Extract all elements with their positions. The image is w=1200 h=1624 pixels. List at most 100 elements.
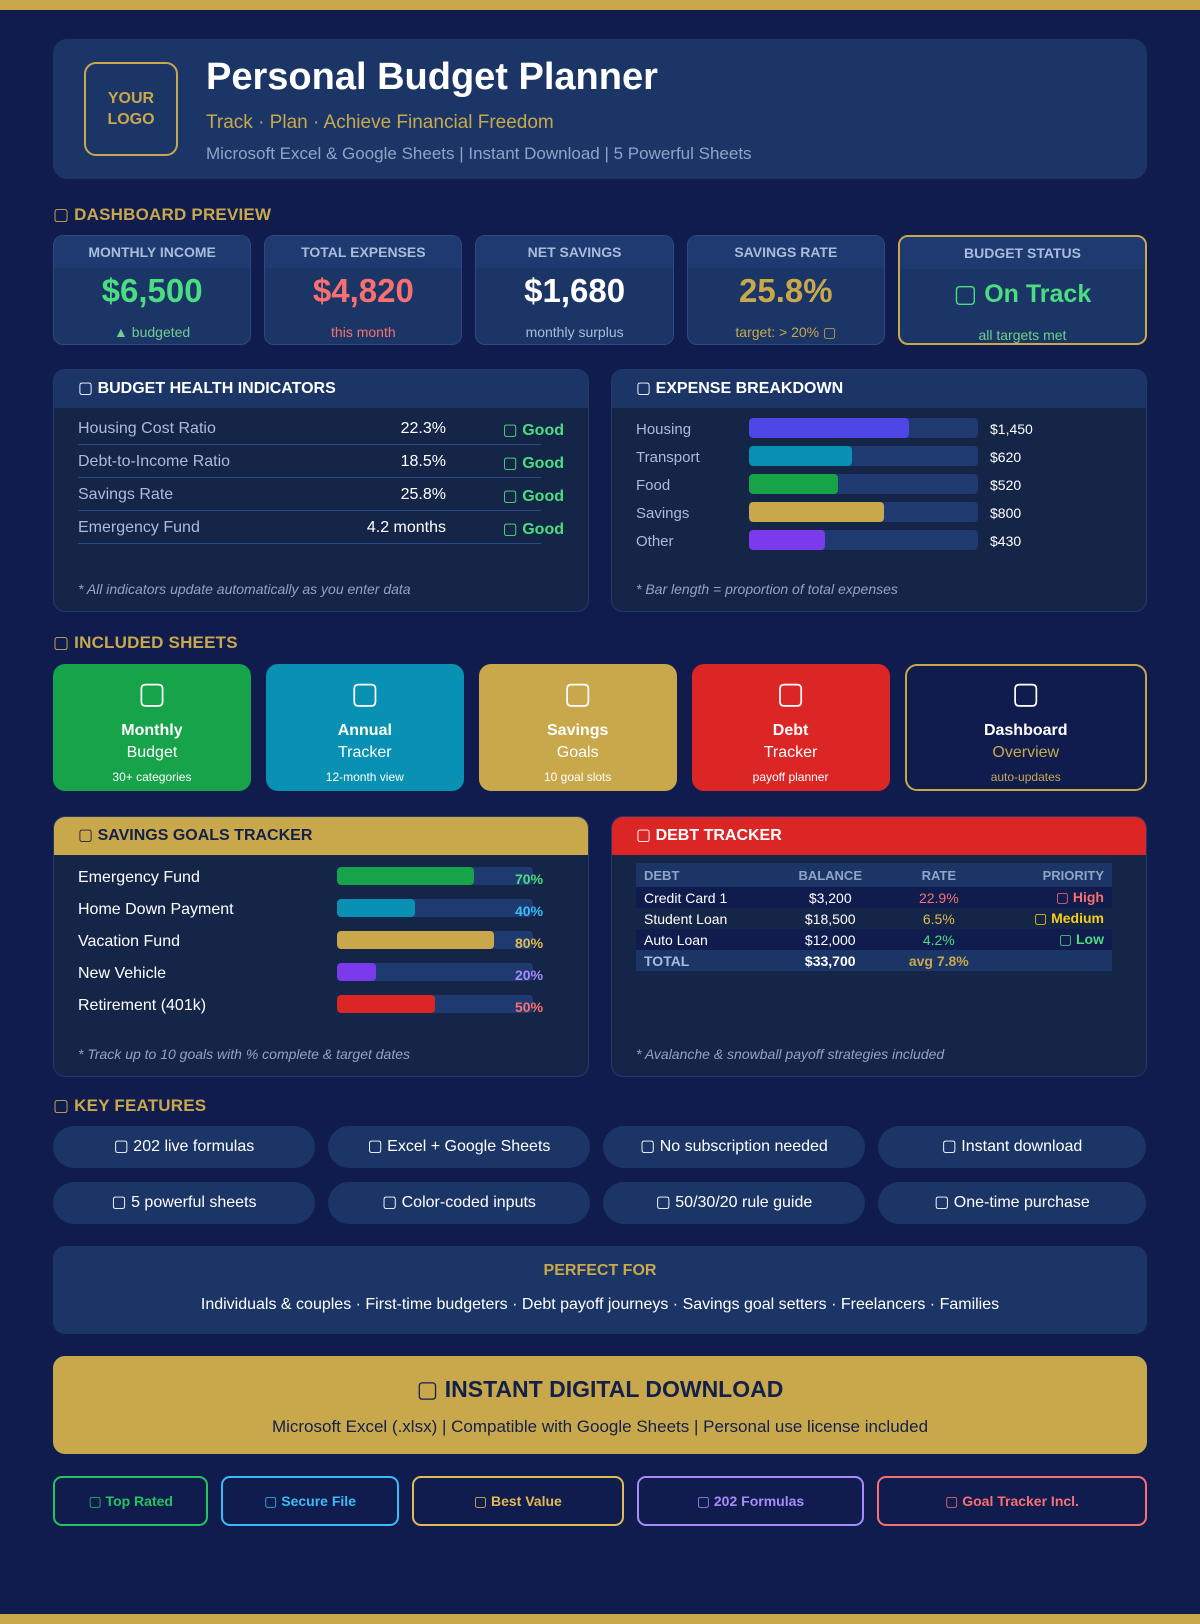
sheet-icon: ▢	[350, 677, 379, 710]
goal-label: Vacation Fund	[78, 933, 180, 950]
sheet-name: Annual	[337, 722, 392, 739]
expense-row: Food $520	[636, 471, 1146, 499]
sheet-subname: Tracker	[763, 744, 818, 761]
debt-balance: $3,200	[774, 887, 886, 908]
kpi-label: TOTAL EXPENSES	[265, 236, 462, 268]
sheet-subname: Goals	[556, 744, 599, 761]
health-expense-row: ▢ BUDGET HEALTH INDICATORS Housing Cost …	[53, 369, 1147, 612]
feature-pill: ▢ Excel + Google Sheets	[328, 1126, 590, 1168]
features-section-title: ▢ KEY FEATURES	[53, 1096, 207, 1115]
kpi-label: SAVINGS RATE	[687, 236, 884, 268]
expense-breakdown-panel: ▢ EXPENSE BREAKDOWN Housing $1,450 Trans…	[611, 369, 1147, 612]
sheet-icon: ▢	[1011, 677, 1040, 710]
goal-row: Emergency Fund 70%	[78, 861, 588, 893]
health-row: Emergency Fund 4.2 months ▢ Good	[78, 511, 564, 544]
kpi-value: 25.8%	[739, 272, 833, 309]
kpi-value: $6,500	[101, 272, 203, 309]
expense-label: Housing	[636, 421, 692, 438]
expense-bar	[749, 530, 825, 550]
table-row: Student Loan $18,500 6.5% ▢ Medium	[636, 908, 1112, 929]
health-status: ▢ Good	[502, 521, 564, 538]
expense-bar-track	[749, 502, 978, 522]
kpi-sub: all targets met	[978, 327, 1067, 343]
sheet-desc: payoff planner	[752, 770, 829, 784]
table-row: Auto Loan $12,000 4.2% ▢ Low	[636, 929, 1112, 950]
column-header: PRIORITY	[991, 863, 1112, 887]
health-row: Savings Rate 25.8% ▢ Good	[78, 478, 564, 511]
kpi-value: $1,680	[524, 272, 626, 309]
debt-tracker-panel: ▢ DEBT TRACKER DEBT BALANCE RATE PRIORIT…	[611, 816, 1147, 1077]
health-row: Debt-to-Income Ratio 18.5% ▢ Good	[78, 445, 564, 478]
badge-202-formulas: ▢ 202 Formulas	[636, 1476, 865, 1526]
debt-table-header: DEBT BALANCE RATE PRIORITY	[636, 863, 1112, 887]
tagline: Track · Plan · Achieve Financial Freedom	[206, 111, 554, 133]
goal-bar	[337, 899, 416, 917]
health-value: 18.5%	[400, 453, 446, 470]
feature-pill: ▢ 5 powerful sheets	[53, 1182, 315, 1224]
kpi-sub: this month	[331, 324, 396, 340]
goal-percent: 20%	[515, 967, 544, 983]
kpi-label: MONTHLY INCOME	[54, 236, 251, 268]
sheet-name: Monthly	[121, 722, 183, 739]
expense-amount: $1,450	[990, 421, 1033, 437]
kpi-value: ▢ On Track	[953, 280, 1092, 308]
health-label: Housing Cost Ratio	[78, 420, 216, 437]
expense-row: Housing $1,450	[636, 415, 1146, 443]
goal-percent: 70%	[515, 871, 544, 887]
feature-pill: ▢ 50/30/20 rule guide	[603, 1182, 865, 1224]
sheet-name: Savings	[547, 722, 609, 739]
perfect-for-list: Individuals & couples · First-time budge…	[200, 1296, 1000, 1313]
sheet-icon: ▢	[776, 677, 805, 710]
debt-priority: ▢ High	[991, 887, 1112, 908]
total-label: TOTAL	[636, 950, 775, 971]
expense-bar	[749, 446, 853, 466]
debt-balance: $18,500	[774, 908, 886, 929]
feature-pill: ▢ Color-coded inputs	[328, 1182, 590, 1224]
sheet-desc: auto-updates	[990, 770, 1061, 784]
goal-percent: 40%	[515, 903, 544, 919]
download-title: ▢ INSTANT DIGITAL DOWNLOAD	[416, 1376, 784, 1402]
kpi-row: MONTHLY INCOME $6,500 ▲ budgeted TOTAL E…	[53, 235, 1147, 345]
health-row: Housing Cost Ratio 22.3% ▢ Good	[78, 412, 564, 445]
goal-bar-track	[337, 963, 533, 981]
goal-row: New Vehicle 20%	[78, 957, 588, 989]
expense-bar	[749, 474, 839, 494]
panel-note: * Bar length = proportion of total expen…	[636, 581, 898, 597]
health-label: Savings Rate	[78, 486, 174, 503]
features-grid: ▢ 202 live formulas ▢ Excel + Google She…	[53, 1126, 1147, 1224]
goals-debt-row: ▢ SAVINGS GOALS TRACKER Emergency Fund 7…	[53, 816, 1147, 1077]
header-text: Personal Budget Planner Track · Plan · A…	[206, 55, 752, 164]
dashboard-section-title: ▢ DASHBOARD PREVIEW	[53, 205, 272, 224]
goal-bar-track	[337, 899, 533, 917]
panel-title: ▢ DEBT TRACKER	[612, 817, 1146, 855]
expense-bar-track	[749, 474, 978, 494]
debt-balance: $12,000	[774, 929, 886, 950]
sheets-row: ▢ Monthly Budget 30+ categories ▢ Annual…	[53, 664, 1147, 791]
goal-percent: 50%	[515, 999, 544, 1015]
total-balance: $33,700	[774, 950, 886, 971]
sheet-card-savings-goals: ▢ Savings Goals 10 goal slots	[478, 664, 677, 791]
expense-row: Other $430	[636, 527, 1146, 555]
page-title: Personal Budget Planner	[206, 55, 658, 98]
sheet-subname: Tracker	[337, 744, 392, 761]
panel-note: * Track up to 10 goals with % complete &…	[78, 1046, 411, 1062]
header: YOUR LOGO Personal Budget Planner Track …	[53, 39, 1147, 179]
health-label: Debt-to-Income Ratio	[78, 453, 231, 470]
expense-bar	[749, 502, 885, 522]
kpi-total-expenses: TOTAL EXPENSES $4,820 this month	[264, 235, 463, 345]
kpi-sub: ▲ budgeted	[114, 324, 191, 340]
perfect-for-title: PERFECT FOR	[543, 1262, 657, 1279]
badge-row: ▢ Top Rated ▢ Secure File ▢ Best Value ▢…	[53, 1476, 1147, 1526]
column-header: RATE	[885, 863, 992, 887]
expense-label: Food	[636, 477, 671, 494]
kpi-label: NET SAVINGS	[476, 236, 673, 268]
health-status: ▢ Good	[502, 488, 564, 505]
sheet-desc: 30+ categories	[112, 770, 192, 784]
goal-bar	[337, 995, 435, 1013]
panel-title: ▢ BUDGET HEALTH INDICATORS	[54, 370, 588, 408]
sheet-desc: 10 goal slots	[543, 770, 612, 784]
goal-row: Vacation Fund 80%	[78, 925, 588, 957]
sheet-name: Dashboard	[983, 722, 1068, 739]
sheet-icon: ▢	[137, 677, 167, 710]
panel-note: * Avalanche & snowball payoff strategies…	[636, 1046, 945, 1062]
